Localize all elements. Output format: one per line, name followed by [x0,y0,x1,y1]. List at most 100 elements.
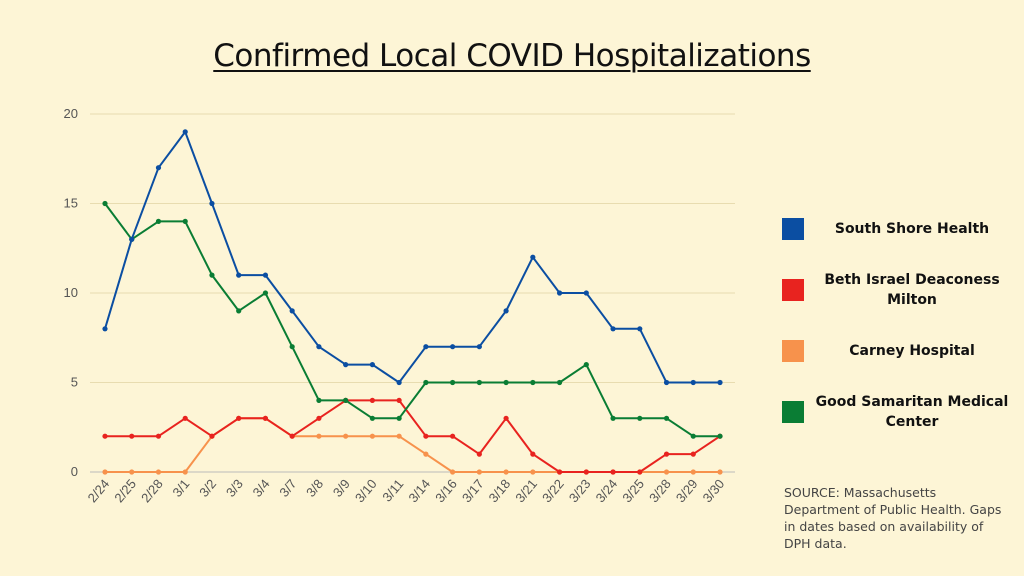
legend-item: Carney Hospital [782,336,1012,366]
x-tick-label: 3/18 [486,476,514,505]
x-tick-label: 3/24 [593,476,621,505]
y-axis-ticks: 0 5 10 15 20 [64,106,78,479]
x-tick-label: 3/4 [250,476,273,499]
data-point [503,308,509,314]
legend-label: Good Samaritan Medical Center [815,394,1009,430]
y-tick-label: 0 [71,464,78,479]
data-point [316,433,322,439]
data-point [530,379,536,386]
data-point [530,469,536,475]
data-point [556,290,563,296]
data-point [209,272,215,278]
data-point [289,308,295,314]
x-tick-label: 3/3 [223,476,246,499]
data-point [450,469,456,475]
x-tick-label: 3/28 [646,476,674,505]
x-tick-label: 3/8 [303,476,326,499]
data-point [690,451,696,457]
data-point [343,362,349,368]
data-point [182,415,188,421]
x-tick-label: 3/10 [352,476,380,505]
data-point [637,469,643,475]
legend-swatch [782,218,804,240]
x-tick-label: 3/16 [432,476,460,505]
legend-swatch [782,401,804,423]
x-tick-label: 3/11 [379,476,406,504]
data-point [316,397,322,403]
series-lines [102,129,723,475]
data-point [129,236,135,242]
x-tick-label: 2/24 [85,476,113,505]
x-tick-label: 2/25 [111,476,139,505]
data-point [690,469,696,475]
data-point [396,379,402,386]
data-point [343,397,349,403]
x-tick-label: 3/2 [196,476,219,499]
data-point [396,397,402,403]
data-point [102,469,108,475]
data-point [476,451,482,457]
data-point [503,415,509,421]
legend-swatch [782,340,804,362]
data-point [369,362,375,368]
data-point [129,433,135,439]
legend-swatch [782,279,804,301]
data-point [530,254,536,260]
data-point [369,433,375,439]
data-point [369,415,375,421]
legend-label: Beth Israel Deaconess Milton [824,272,1000,308]
legend-item: Beth Israel Deaconess Milton [782,272,1012,308]
data-point [423,433,429,439]
data-point [343,433,349,439]
data-point [583,469,589,475]
x-tick-label: 3/29 [673,476,701,505]
data-point [155,469,162,475]
data-point [717,469,723,475]
data-point [155,218,162,224]
y-tick-label: 20 [64,106,78,121]
data-point [423,451,429,457]
series-line [104,202,720,438]
data-point [236,272,242,278]
data-point [155,433,162,439]
legend: South Shore Health Beth Israel Deaconess … [782,214,1012,458]
source-note: SOURCE: Massachusetts Department of Publ… [784,485,1002,551]
data-point [610,469,616,475]
data-point [610,326,616,332]
data-point [476,344,482,350]
x-tick-label: 3/23 [566,476,594,505]
data-point [396,433,402,439]
data-point [717,433,723,439]
data-point [450,433,456,439]
data-point [129,469,135,475]
x-tick-label: 3/7 [276,476,299,499]
data-point [663,469,670,475]
data-point [369,397,375,403]
data-point [583,290,589,296]
data-point [690,433,696,439]
data-point [236,415,242,421]
x-tick-label: 3/9 [330,476,353,499]
data-point [503,469,509,475]
data-point [663,415,670,421]
data-point [450,379,456,386]
x-tick-label: 3/14 [405,476,433,505]
data-point [476,379,482,386]
data-point [717,379,723,386]
data-point [450,344,456,350]
data-point [102,200,108,207]
data-point [262,415,269,421]
legend-label: Carney Hospital [849,343,975,359]
data-point [209,200,215,207]
data-point [316,344,322,350]
x-axis-ticks: 2/242/252/28 3/1 3/2 3/3 3/4 3/7 3/8 3/93/10 3/1… [85,476,728,505]
data-point [102,326,108,332]
x-tick-label: 3/30 [700,476,728,505]
y-tick-label: 10 [64,285,78,300]
data-point [476,469,482,475]
x-tick-label: 3/25 [619,476,647,505]
data-point [289,344,295,350]
data-point [556,469,563,475]
data-point [236,308,242,314]
legend-item: Good Samaritan Medical Center [782,394,1012,430]
